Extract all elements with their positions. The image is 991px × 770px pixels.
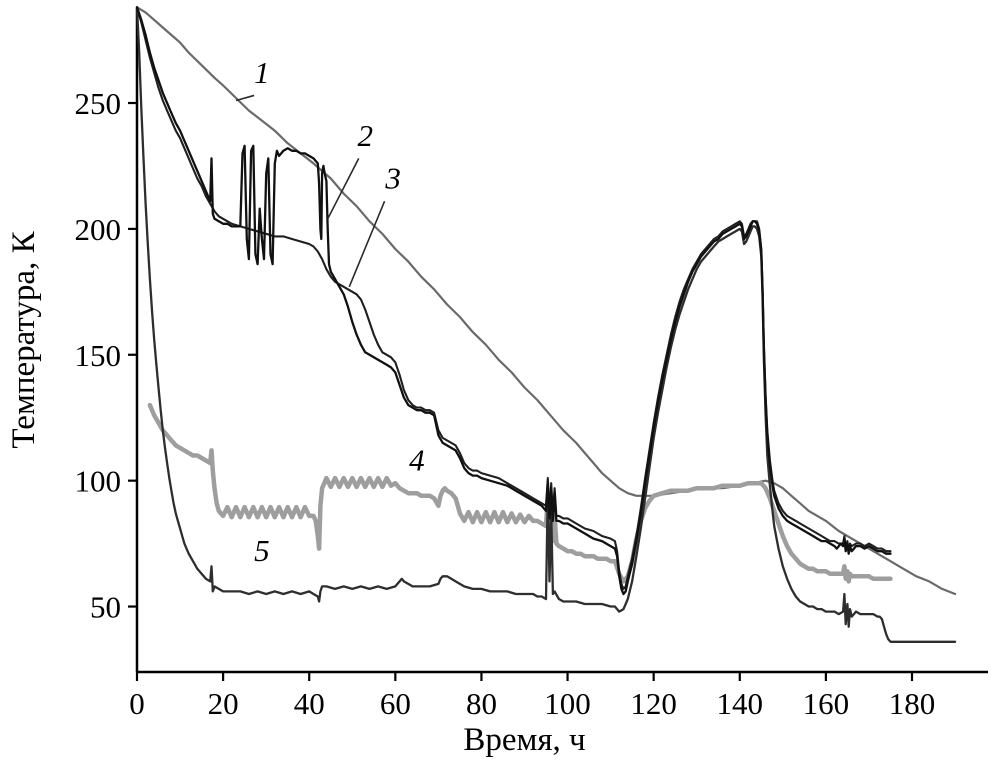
- y-tick-label: 100: [75, 464, 122, 499]
- curve-label-2: 2: [357, 118, 373, 153]
- curve-label-4: 4: [409, 443, 425, 478]
- series-5-line: [135, 6, 957, 643]
- x-tick-label: 160: [803, 686, 850, 721]
- series-4-line: [147, 402, 893, 584]
- curve-label-leader-3: [348, 200, 386, 288]
- curve-label-leader-1: [235, 94, 255, 102]
- series-2-line: [135, 6, 892, 596]
- x-tick-label: 140: [717, 686, 764, 721]
- curve-label-3: 3: [384, 161, 401, 196]
- y-tick-label: 250: [75, 86, 122, 121]
- y-axis-title: Температура, К: [6, 230, 42, 448]
- x-tick-label: 0: [129, 686, 145, 721]
- y-tick-label: 50: [90, 590, 121, 625]
- x-tick-label: 60: [380, 686, 411, 721]
- x-tick-label: 100: [544, 686, 591, 721]
- x-tick-label: 180: [889, 686, 936, 721]
- y-tick-label: 200: [75, 212, 122, 247]
- x-tick-label: 20: [208, 686, 239, 721]
- y-tick-label: 150: [75, 338, 122, 373]
- x-axis-title: Время, ч: [463, 722, 585, 758]
- x-tick-label: 80: [466, 686, 497, 721]
- x-tick-label: 120: [630, 686, 677, 721]
- series-3-line: [135, 6, 892, 590]
- curve-label-5: 5: [254, 533, 270, 568]
- curve-label-1: 1: [254, 55, 270, 90]
- series-1-line: [135, 6, 957, 596]
- curve-label-leader-2: [327, 158, 360, 220]
- x-tick-label: 40: [294, 686, 325, 721]
